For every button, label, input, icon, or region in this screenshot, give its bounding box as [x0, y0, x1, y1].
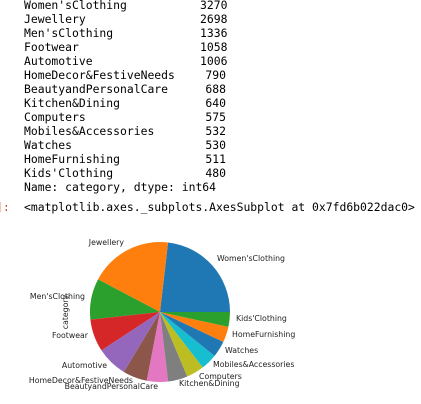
pie-slice-label: Jewellery [88, 238, 125, 247]
pie-slices [90, 242, 230, 382]
series-row: Jewellery 2698 [24, 12, 216, 26]
pie-slice-label: Mobiles&Accessories [213, 360, 294, 369]
series-row-count: 790 [200, 68, 226, 82]
series-row-count: 530 [200, 138, 226, 152]
series-row-count: 688 [200, 82, 226, 96]
series-row: HomeDecor&FestiveNeeds 790 [24, 68, 216, 82]
series-row-label: Footwear [24, 40, 79, 54]
series-row-label: Kids'Clothing [24, 166, 113, 180]
series-row-label: BeautyandPersonalCare [24, 82, 168, 96]
pie-slice-label: Computers [199, 372, 242, 381]
series-row-count: 1006 [200, 54, 226, 68]
series-row-label: Kitchen&Dining [24, 96, 120, 110]
pie-slice-label: Women'sClothing [217, 254, 285, 263]
series-row-count: 480 [200, 166, 226, 180]
series-row: Kitchen&Dining 640 [24, 96, 216, 110]
series-row-count: 511 [200, 152, 226, 166]
series-row-label: Watches [24, 138, 72, 152]
series-row-label: Jewellery [24, 12, 86, 26]
series-row-count: 575 [200, 110, 226, 124]
series-row-label: Mobiles&Accessories [24, 124, 154, 138]
series-row-count: 2698 [200, 12, 226, 26]
pie-slice [160, 242, 230, 312]
pie-slice-label: BeautyandPersonalCare [65, 382, 159, 391]
pie-chart: Women'sClothing Jewellery Men'sClothing Foo… [0, 225, 421, 404]
series-row-label: HomeDecor&FestiveNeeds [24, 68, 175, 82]
series-row-label: Automotive [24, 54, 93, 68]
series-output: Women'sClothing 3270 Jewellery 2698 Men'sClo… [24, 0, 216, 194]
pie-slice-label: Watches [225, 346, 258, 355]
series-row: Footwear 1058 [24, 40, 216, 54]
series-row-count: 1336 [200, 26, 226, 40]
axes-repr-text: <matplotlib.axes._subplots.AxesSubplot a… [24, 200, 415, 214]
series-row-count: 3270 [200, 0, 226, 12]
series-row: Men'sClothing 1336 [24, 26, 216, 40]
pie-slice-label: Footwear [52, 331, 89, 340]
series-row: Women'sClothing 3270 [24, 0, 216, 12]
pie-slice-label: Men'sClothing [30, 292, 85, 301]
series-row: Watches 530 [24, 138, 216, 152]
series-row-label: Computers [24, 110, 86, 124]
series-row-count: 1058 [200, 40, 226, 54]
pie-slice-label: Automotive [62, 361, 107, 370]
series-row-count: 532 [200, 124, 226, 138]
y-axis-label: category [61, 294, 70, 329]
series-row: Kids'Clothing 480 [24, 166, 216, 180]
series-row-count: 640 [200, 96, 226, 110]
pie-slice-label: HomeFurnishing [232, 330, 295, 339]
series-row-label: HomeFurnishing [24, 152, 120, 166]
series-footer: Name: category, dtype: int64 [24, 180, 216, 194]
series-row: Automotive 1006 [24, 54, 216, 68]
pie-slice-label: Kids'Clothing [236, 314, 287, 323]
output-prompt: ]: [0, 200, 10, 214]
series-row-label: Women'sClothing [24, 0, 127, 12]
series-row-label: Men'sClothing [24, 26, 113, 40]
series-row: Mobiles&Accessories 532 [24, 124, 216, 138]
series-row: HomeFurnishing 511 [24, 152, 216, 166]
series-row: BeautyandPersonalCare 688 [24, 82, 216, 96]
series-row: Computers 575 [24, 110, 216, 124]
